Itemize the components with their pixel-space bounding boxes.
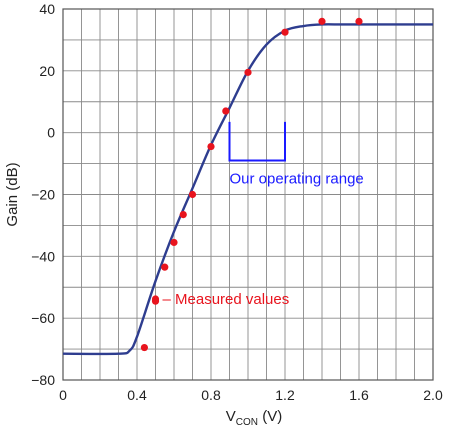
operating-range-annotation: Our operating range bbox=[230, 170, 364, 187]
measured-points bbox=[140, 17, 363, 352]
measured-point bbox=[170, 238, 178, 247]
y-tick-label: −60 bbox=[31, 310, 55, 326]
x-tick-label: 0.4 bbox=[127, 387, 147, 403]
y-tick-label: −80 bbox=[31, 372, 55, 388]
measured-point bbox=[207, 142, 215, 151]
x-axis-title-unit: (V) bbox=[258, 408, 282, 425]
x-axis-title-main: V bbox=[226, 408, 236, 425]
y-axis-tick-labels: 40 20 0 −20 −40 −60 −80 bbox=[31, 1, 55, 388]
measured-point bbox=[161, 263, 169, 271]
measured-point bbox=[281, 28, 289, 36]
operating-range-bracket bbox=[228, 121, 286, 162]
measured-point bbox=[188, 190, 197, 199]
operating-range-bracket-path bbox=[228, 121, 286, 162]
grid-lines bbox=[63, 9, 433, 380]
y-tick-label: −20 bbox=[31, 187, 55, 203]
measured-point bbox=[355, 17, 363, 25]
x-tick-label: 0 bbox=[59, 387, 67, 403]
x-tick-label: 1.6 bbox=[349, 387, 369, 403]
measured-point bbox=[179, 210, 187, 219]
y-tick-label: 0 bbox=[47, 125, 55, 141]
y-tick-label: −40 bbox=[31, 248, 55, 264]
measured-point bbox=[244, 68, 252, 76]
measured-point bbox=[222, 107, 230, 115]
measured-legend-marker bbox=[151, 295, 160, 303]
x-tick-label: 0.8 bbox=[201, 387, 221, 403]
measured-values-annotation: – Measured values bbox=[163, 291, 290, 308]
x-axis-title-subscript: CON bbox=[236, 417, 258, 428]
y-tick-label: 20 bbox=[39, 63, 55, 79]
plot-area-frame bbox=[62, 8, 434, 381]
x-tick-label: 2.0 bbox=[423, 387, 443, 403]
measured-point bbox=[318, 17, 326, 25]
x-axis-title: VCON (V) bbox=[226, 408, 282, 428]
x-tick-label: 1.2 bbox=[275, 387, 295, 403]
y-tick-label: 40 bbox=[39, 1, 55, 17]
y-axis-title: Gain (dB) bbox=[4, 162, 21, 226]
series-gain-curve bbox=[62, 23, 434, 356]
x-axis-tick-labels: 0 0.4 0.8 1.2 1.6 2.0 bbox=[59, 387, 443, 403]
measured-point bbox=[140, 343, 148, 352]
